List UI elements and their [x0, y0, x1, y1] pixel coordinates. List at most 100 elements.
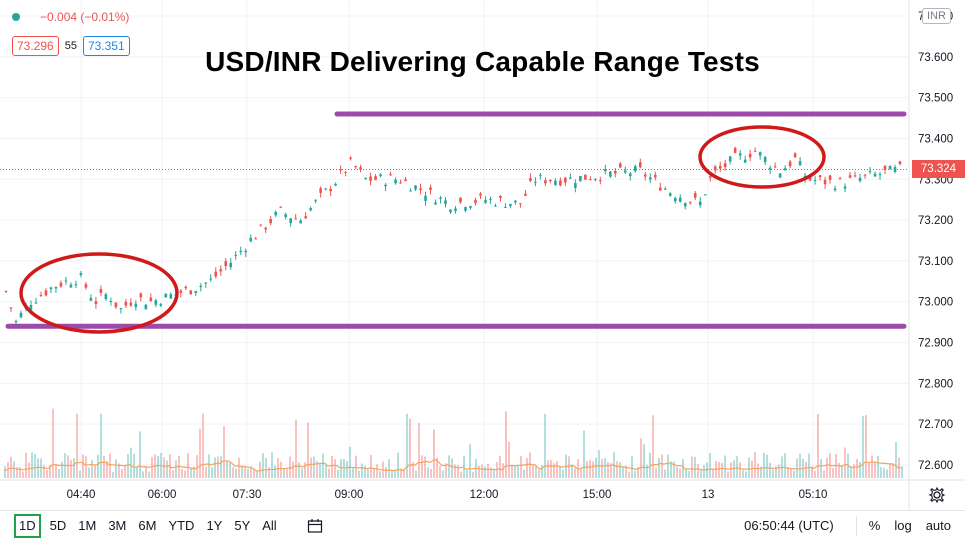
price-axis[interactable]: 72.600 72.700 72.800 72.900 73.000 73.100 73.2… [918, 11, 953, 472]
utc-clock[interactable]: 06:50:44 (UTC) [744, 518, 834, 533]
volume-bar [427, 467, 429, 478]
volume-bar [580, 469, 582, 478]
candle-body [454, 208, 457, 212]
volume-bar [100, 413, 102, 478]
volume-bar [748, 457, 750, 478]
price-tick-label: 73.200 [918, 215, 953, 227]
candle-body [783, 168, 787, 171]
candle-body [629, 173, 632, 177]
range-6m-button[interactable]: 6M [138, 517, 157, 533]
candle-body [89, 297, 93, 301]
candle-body [638, 162, 642, 168]
time-tick-label: 09:00 [335, 489, 364, 501]
range-ytd-button[interactable]: YTD [168, 517, 195, 533]
candle-body [883, 165, 887, 171]
legend-header: −0.004 (−0.01%) 73.296 55 73.351 [12, 8, 130, 56]
volume-bar [10, 456, 12, 478]
candle-body [748, 153, 752, 158]
volume-bar [385, 467, 387, 478]
time-axis[interactable]: 04:40 06:00 07:30 09:00 12:00 15:00 13 05:10 [67, 489, 828, 501]
candle-body [863, 174, 867, 176]
range-all-button[interactable]: All [262, 517, 277, 533]
candle-body [599, 180, 602, 182]
horizontal-range-lines[interactable] [5, 111, 907, 329]
candle-body [723, 163, 727, 168]
time-tick-label: 07:30 [233, 489, 262, 501]
candle-body [44, 290, 48, 296]
auto-scale-button[interactable]: auto [925, 518, 951, 533]
volume-bar [520, 455, 522, 478]
volume-bar [817, 413, 819, 478]
percent-scale-button[interactable]: % [868, 518, 881, 533]
volume-bar [295, 419, 297, 478]
candle-body [369, 176, 372, 181]
candle-body [109, 300, 113, 303]
log-scale-button[interactable]: log [894, 518, 912, 533]
candle-body [489, 198, 492, 200]
candle-body [504, 206, 507, 208]
range-1d-button[interactable]: 1D [14, 513, 41, 538]
settings-gear-icon[interactable] [928, 486, 946, 504]
candle-body [464, 207, 467, 211]
volume-bar [298, 462, 300, 478]
volume-bar [667, 454, 669, 478]
go-to-date-icon[interactable] [307, 518, 323, 534]
volume-bar [757, 463, 759, 478]
volume-bar [688, 471, 690, 478]
volume-bar [148, 471, 150, 478]
volume-bar [814, 470, 816, 478]
price-tick-label: 73.100 [918, 256, 953, 268]
range-3m-button[interactable]: 3M [108, 517, 127, 533]
volume-bar [436, 457, 438, 478]
volume-bar [16, 467, 18, 478]
candle-body [509, 203, 512, 207]
volume-bar [775, 466, 777, 478]
volume-bar [127, 454, 129, 478]
annotation-circle-high[interactable] [698, 125, 826, 189]
bid-price-button[interactable]: 73.296 [12, 36, 59, 56]
volume-bar [364, 465, 366, 478]
range-5d-button[interactable]: 5D [49, 517, 67, 533]
candle-body [244, 250, 248, 253]
volume-bar [787, 466, 789, 478]
volume-bar [721, 462, 723, 478]
volume-bar [460, 471, 462, 478]
candle-body [663, 188, 667, 190]
volume-bar [517, 464, 519, 478]
candle-body [604, 169, 607, 172]
volume-bar [262, 453, 264, 478]
volume-bar [61, 461, 63, 478]
volume-bar [337, 469, 339, 478]
volume-bar [334, 459, 336, 478]
volume-bar [529, 452, 531, 478]
volume-bar [361, 463, 363, 478]
volume-bar [661, 454, 663, 478]
annotation-circles[interactable] [19, 125, 826, 334]
volume-bar [82, 454, 84, 478]
candle-body [209, 278, 213, 280]
volume-bar [253, 469, 255, 478]
volume-bar [487, 463, 489, 478]
volume-bar [265, 457, 267, 478]
range-1y-button[interactable]: 1Y [206, 517, 223, 533]
candle-body [713, 166, 717, 171]
volume-bar [49, 464, 51, 478]
volume-bar [556, 461, 558, 478]
candle-body [893, 167, 897, 172]
volume-bar [508, 441, 510, 478]
range-1m-button[interactable]: 1M [78, 517, 97, 533]
volume-bar [544, 413, 546, 478]
currency-badge[interactable]: INR [922, 8, 951, 24]
last-price-label: 73.324 [912, 160, 965, 179]
volume-bar [877, 455, 879, 478]
range-5y-button[interactable]: 5Y [234, 517, 251, 533]
ask-price-button[interactable]: 73.351 [82, 36, 130, 56]
price-tick-label: 72.600 [918, 460, 953, 472]
candle-body [828, 175, 832, 180]
candle-body [4, 291, 8, 293]
candle-body [614, 170, 617, 174]
annotation-circle-low[interactable] [19, 252, 179, 334]
volume-bar [319, 462, 321, 478]
volume-bar [373, 468, 375, 478]
